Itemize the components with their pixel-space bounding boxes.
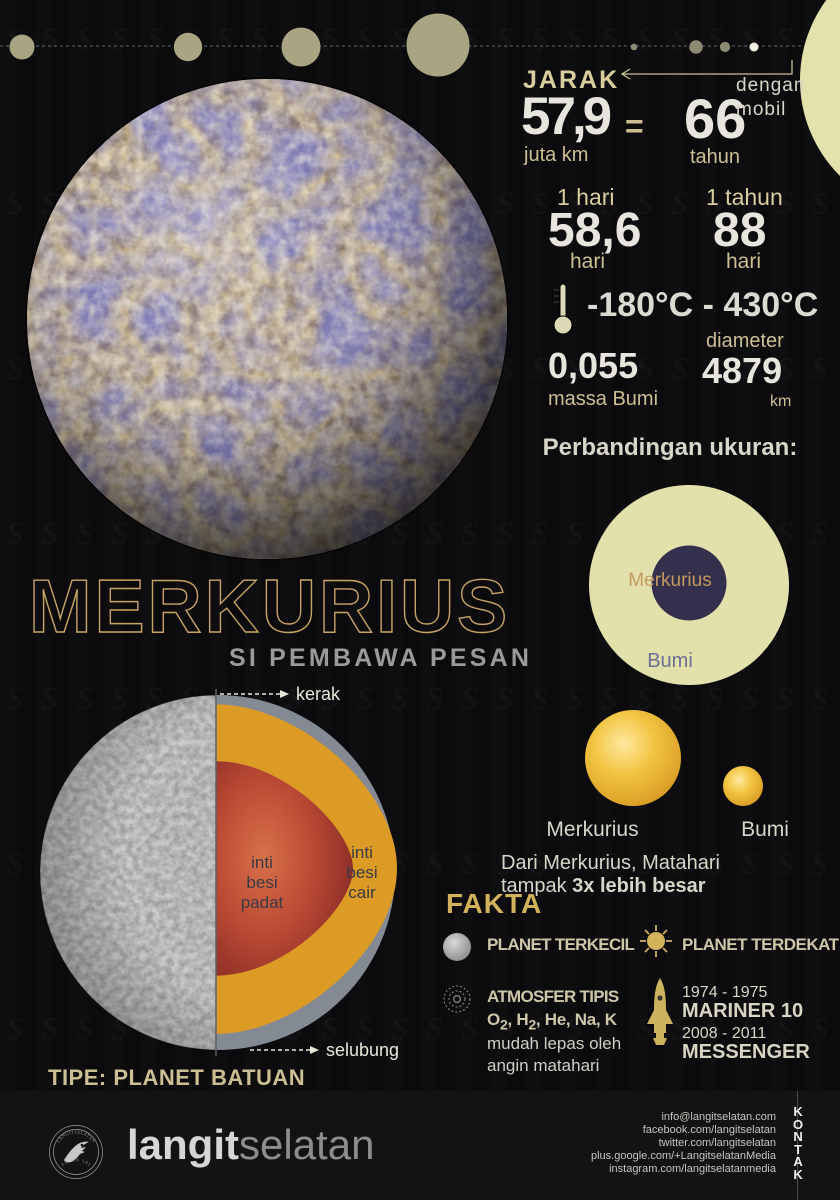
svg-text:padat: padat <box>241 893 284 912</box>
svg-text:besi: besi <box>346 863 377 882</box>
svg-text:kerak: kerak <box>296 684 341 704</box>
svg-text:besi: besi <box>246 873 277 892</box>
svg-text:inti: inti <box>351 843 373 862</box>
svg-text:cair: cair <box>348 883 376 902</box>
svg-text:ASTRO 101: ASTRO 101 <box>60 1157 93 1167</box>
svg-text:inti: inti <box>251 853 273 872</box>
svg-text:selubung: selubung <box>326 1040 399 1060</box>
svg-text:LANGITSELATAN: LANGITSELATAN <box>55 1129 96 1143</box>
